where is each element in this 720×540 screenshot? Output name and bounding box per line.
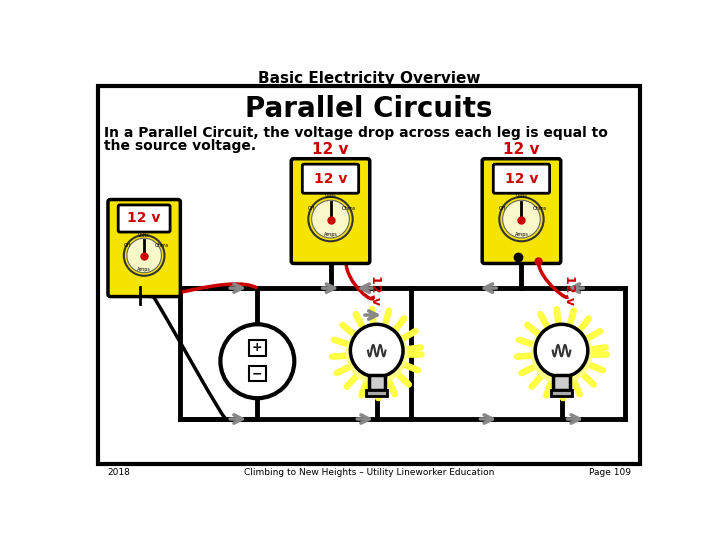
FancyBboxPatch shape [118, 205, 170, 232]
Text: −: − [252, 367, 263, 380]
Text: Off: Off [499, 206, 506, 211]
Text: 12 v: 12 v [127, 212, 161, 226]
Circle shape [351, 325, 403, 377]
Circle shape [308, 197, 353, 241]
FancyBboxPatch shape [554, 375, 570, 390]
Circle shape [346, 323, 408, 384]
Text: the source voltage.: the source voltage. [104, 139, 256, 153]
FancyBboxPatch shape [366, 390, 387, 396]
FancyBboxPatch shape [249, 340, 266, 355]
FancyBboxPatch shape [493, 164, 549, 193]
Text: 12 v: 12 v [369, 275, 382, 305]
FancyBboxPatch shape [108, 200, 180, 296]
Text: 12 v: 12 v [314, 172, 347, 186]
FancyBboxPatch shape [302, 164, 359, 193]
Text: Ohms: Ohms [342, 206, 356, 211]
Text: Climbing to New Heights – Utility Lineworker Education: Climbing to New Heights – Utility Linewo… [244, 468, 494, 477]
Circle shape [503, 200, 540, 238]
Text: Ohms: Ohms [534, 206, 547, 211]
Circle shape [531, 323, 593, 384]
FancyBboxPatch shape [482, 159, 561, 264]
Text: Page 109: Page 109 [589, 468, 631, 477]
Text: Ohms: Ohms [154, 243, 168, 248]
Circle shape [127, 238, 161, 273]
Text: Basic Electricity Overview: Basic Electricity Overview [258, 71, 480, 86]
Text: In a Parallel Circuit, the voltage drop across each leg is equal to: In a Parallel Circuit, the voltage drop … [104, 126, 608, 139]
Text: Amps: Amps [515, 232, 528, 237]
FancyBboxPatch shape [291, 159, 370, 264]
FancyBboxPatch shape [552, 390, 572, 396]
Text: Amps: Amps [323, 232, 338, 237]
Text: +: + [252, 341, 263, 354]
Text: Volts: Volts [325, 194, 336, 199]
Text: 12 v: 12 v [505, 172, 538, 186]
Circle shape [312, 200, 349, 238]
FancyBboxPatch shape [369, 375, 384, 390]
Text: 12 v: 12 v [503, 142, 540, 157]
Text: Off: Off [308, 206, 315, 211]
Text: Volts: Volts [516, 194, 527, 199]
Text: 12 v: 12 v [312, 142, 348, 157]
Text: Volts: Volts [138, 233, 150, 238]
FancyBboxPatch shape [98, 86, 640, 464]
Text: Off: Off [123, 243, 130, 248]
Text: Amps: Amps [138, 267, 151, 272]
Text: 12 v: 12 v [563, 275, 576, 305]
Text: 2018: 2018 [107, 468, 130, 477]
FancyBboxPatch shape [249, 366, 266, 381]
Circle shape [535, 325, 588, 377]
Circle shape [220, 325, 294, 398]
Text: Parallel Circuits: Parallel Circuits [246, 96, 492, 124]
Circle shape [499, 197, 544, 241]
Circle shape [124, 235, 164, 276]
